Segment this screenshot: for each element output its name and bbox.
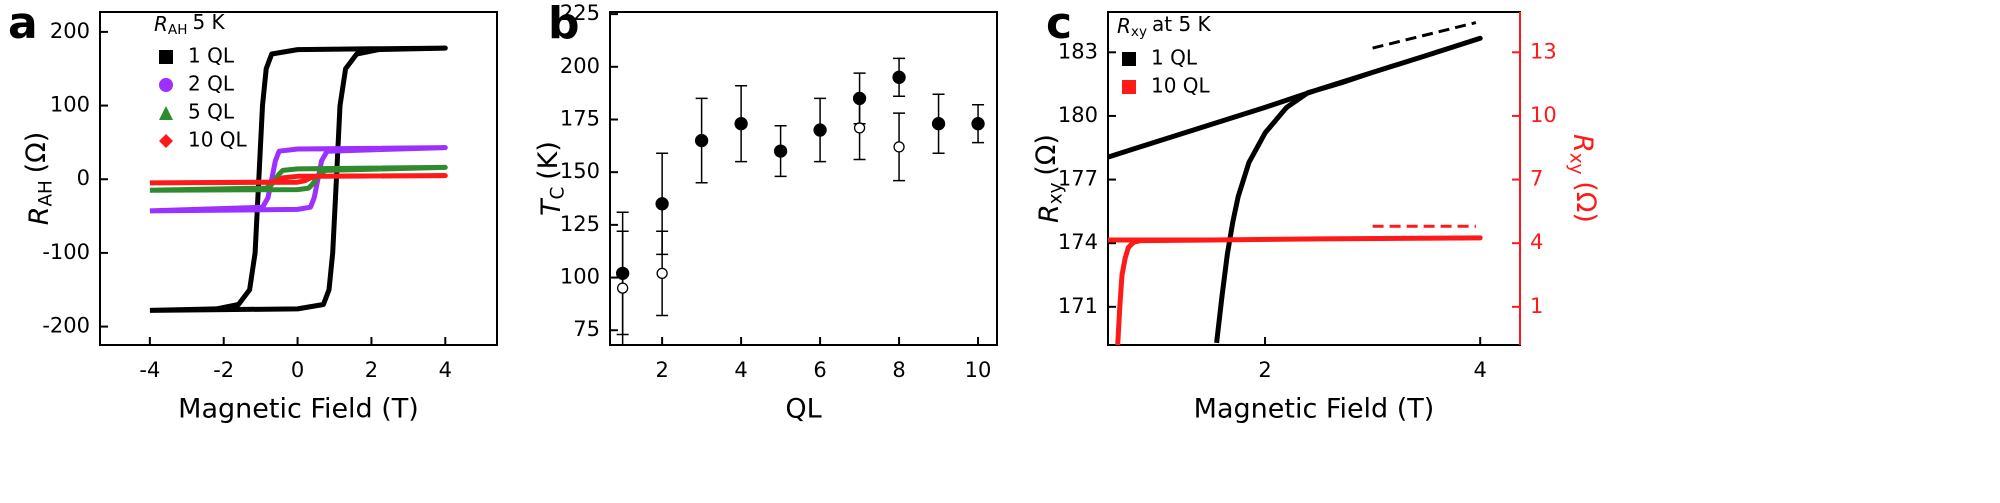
x-tick-label: 8: [892, 358, 905, 382]
data-point: [616, 282, 629, 294]
y-axis-label-part: AH: [35, 180, 56, 206]
x-tick-label: 2: [1258, 358, 1271, 382]
y-tick-label: -100: [42, 240, 90, 264]
y-tick-label: 174: [1058, 230, 1098, 254]
y2-axis-label-part: xy: [1566, 153, 1587, 175]
y-tick-label: 183: [1058, 39, 1098, 63]
data-point: [931, 117, 946, 131]
y-axis-label-part: T: [536, 197, 567, 216]
x-axis-label: Magnetic Field (T): [178, 394, 419, 425]
y2-tick-label: 4: [1530, 230, 1543, 254]
y-tick-label: 150: [560, 159, 600, 183]
y-tick-label: 125: [560, 212, 600, 236]
data-line: [1108, 235, 1483, 346]
legend-label: 2 QL: [188, 72, 235, 96]
guide-line: [1372, 21, 1477, 50]
y-axis-label-part: (Ω): [20, 132, 51, 174]
legend-title-part: AH: [168, 22, 188, 38]
data-point: [813, 123, 827, 137]
x-tick-label: 10: [965, 358, 992, 382]
y2-tick-label: 7: [1530, 167, 1543, 191]
legend-marker: [159, 134, 173, 148]
y-tick-label: 180: [1058, 103, 1098, 127]
y-tick-label: 200: [50, 19, 90, 43]
y-tick-label: 177: [1058, 167, 1098, 191]
x-tick-label: -4: [139, 358, 160, 382]
legend-label: 1 QL: [188, 44, 235, 68]
data-line: [149, 45, 448, 313]
legend-marker: [159, 50, 173, 64]
legend-marker: [159, 106, 173, 120]
panel-letter: c: [1046, 0, 1072, 49]
y2-tick-label: 10: [1530, 103, 1557, 127]
legend-title-part: xy: [1131, 24, 1147, 40]
y2-axis-label-part: R: [1568, 134, 1599, 153]
y2-tick-label: 1: [1530, 294, 1543, 318]
data-line: [149, 164, 448, 193]
legend-marker: [1122, 52, 1136, 66]
data-point: [971, 117, 985, 131]
x-tick-label: 2: [365, 358, 378, 382]
data-point: [694, 133, 709, 148]
y2-axis-label-part: (Ω): [1571, 181, 1602, 223]
legend-marker: [159, 78, 173, 92]
x-tick-label: 6: [813, 358, 826, 382]
data-line: [1107, 35, 1483, 344]
y2-tick-label: 13: [1530, 39, 1557, 63]
legend-title: Rxy at 5 K: [1117, 11, 1212, 40]
legend-label: 5 QL: [188, 100, 235, 124]
plot-frame: [609, 11, 998, 346]
y-tick-label: 200: [560, 54, 600, 78]
x-tick-label: 2: [655, 358, 668, 382]
y-tick-label: 175: [560, 106, 600, 130]
y2-axis-label: Rxy (Ω): [1566, 134, 1602, 223]
legend-label: 1 QL: [1151, 46, 1198, 70]
legend-title-part: R: [1117, 14, 1131, 38]
legend-title: RAH 5 K: [154, 9, 226, 38]
data-point: [853, 122, 866, 134]
panel-letter: b: [548, 0, 580, 49]
y-axis-label-part: (Ω): [1030, 134, 1061, 176]
x-tick-label: 4: [439, 358, 452, 382]
data-point: [892, 70, 906, 84]
y-axis-label: TC (K): [532, 141, 568, 216]
y-tick-label: 75: [573, 317, 600, 341]
legend-marker: [1122, 80, 1136, 94]
y-tick-label: 0: [77, 166, 90, 190]
y-tick-label: -200: [42, 314, 90, 338]
y-axis-label-part: R: [24, 207, 55, 226]
y-axis-label-part: R: [1034, 204, 1065, 223]
y-tick-label: 100: [50, 93, 90, 117]
legend-title-part: at 5 K: [1152, 11, 1212, 35]
y-axis-label: RAH (Ω): [20, 132, 56, 226]
data-point: [893, 141, 905, 153]
data-point: [656, 267, 668, 279]
y-tick-label: 225: [560, 1, 600, 25]
y-axis-label-part: xy: [1045, 182, 1066, 204]
data-line: [149, 145, 448, 214]
legend-label: 10 QL: [1151, 74, 1211, 98]
panel-letter: a: [8, 0, 38, 49]
x-tick-label: 0: [291, 358, 304, 382]
y-axis-label-part: (K): [532, 141, 563, 180]
x-axis-label: QL: [785, 394, 821, 425]
data-point: [734, 117, 748, 131]
y-axis-label: Rxy (Ω): [1030, 134, 1066, 223]
legend-title-part: R: [154, 12, 168, 36]
y-tick-label: 171: [1058, 294, 1098, 318]
data-point: [773, 144, 788, 158]
legend-label: 10 QL: [188, 128, 248, 152]
y-tick-label: 100: [560, 265, 600, 289]
x-tick-label: 4: [1474, 358, 1487, 382]
data-point: [655, 197, 669, 211]
data-line: [149, 173, 448, 186]
x-axis-label: Magnetic Field (T): [1194, 394, 1435, 425]
y-axis-label-part: C: [547, 187, 568, 200]
x-tick-label: -2: [213, 358, 234, 382]
legend-title-part: 5 K: [192, 9, 225, 33]
x-tick-label: 4: [734, 358, 747, 382]
